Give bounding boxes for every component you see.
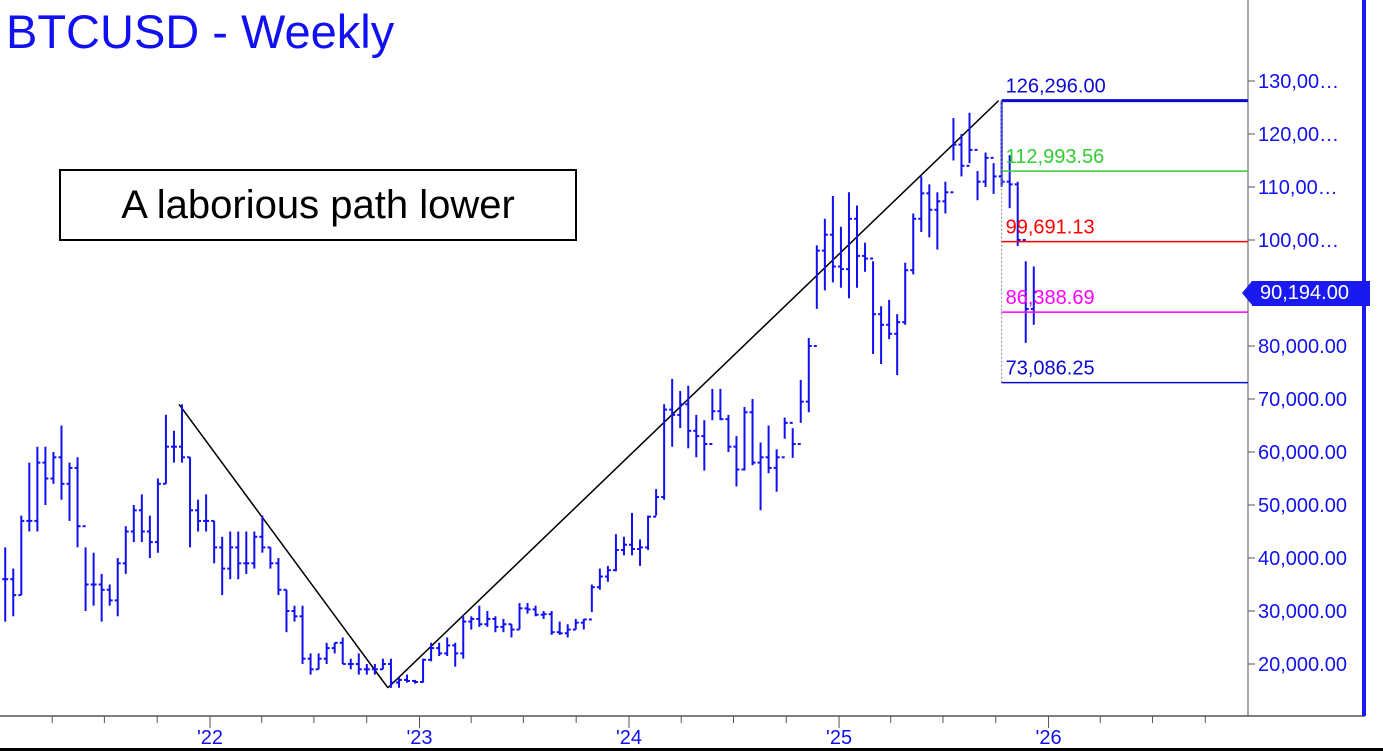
last-price-tag: 90,194.00 bbox=[1242, 281, 1370, 306]
scrollbar bbox=[1362, 0, 1366, 716]
chart-title: BTCUSD - Weekly bbox=[6, 5, 395, 58]
y-tick-label: 20,000.00 bbox=[1258, 654, 1347, 676]
y-tick-label: 50,000.00 bbox=[1258, 495, 1347, 517]
trendline bbox=[178, 403, 389, 689]
price-level-label: 126,296.00 bbox=[1006, 76, 1106, 98]
x-tick-label: '22 bbox=[197, 727, 223, 749]
trendline bbox=[387, 100, 1000, 689]
x-tick-label: '25 bbox=[826, 727, 852, 749]
x-tick-label: '24 bbox=[616, 727, 642, 749]
price-level-label: 99,691.13 bbox=[1006, 217, 1095, 239]
x-tick-label: '26 bbox=[1036, 727, 1062, 749]
y-tick-label: 100,00… bbox=[1258, 230, 1339, 252]
y-tick-label: 60,000.00 bbox=[1258, 442, 1347, 464]
y-tick-label: 80,000.00 bbox=[1258, 336, 1347, 358]
y-tick-label: 70,000.00 bbox=[1258, 389, 1347, 411]
y-tick-label: 110,00… bbox=[1258, 177, 1338, 199]
price-level-label: 86,388.69 bbox=[1006, 287, 1095, 309]
bottom-border bbox=[0, 748, 1383, 751]
price-level-label: 73,086.25 bbox=[1006, 358, 1095, 380]
y-tick-label: 40,000.00 bbox=[1258, 548, 1347, 570]
price-level-label: 112,993.56 bbox=[1006, 146, 1105, 168]
y-tick-label: 30,000.00 bbox=[1258, 601, 1347, 623]
y-tick-label: 130,00… bbox=[1258, 71, 1339, 93]
x-tick-label: '23 bbox=[406, 727, 432, 749]
y-tick-label: 120,00… bbox=[1258, 124, 1339, 146]
annotation-box: A laborious path lower bbox=[59, 169, 577, 241]
